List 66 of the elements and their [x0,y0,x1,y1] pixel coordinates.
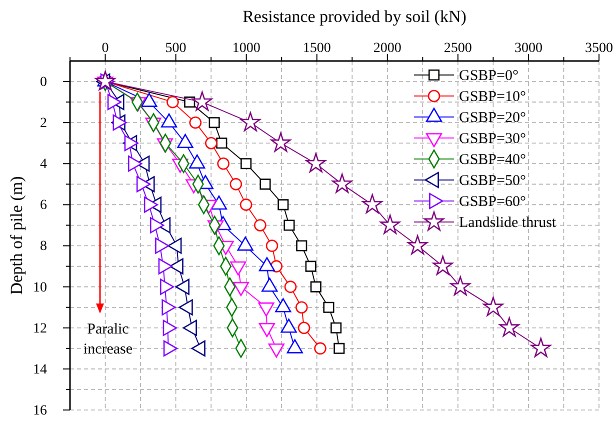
point [216,138,228,149]
point [314,342,326,355]
y-tick-label: 2 [40,116,47,132]
point [240,112,260,132]
point [432,256,453,275]
point [380,214,400,234]
legend-label: Landslide thrust [459,215,557,231]
y-tick-label: 10 [33,280,47,296]
point [499,317,520,337]
point [305,260,316,272]
point [330,322,342,334]
point [306,153,326,172]
point [295,301,308,314]
point [332,174,352,193]
point [95,70,116,90]
point [310,281,322,292]
point [240,198,252,211]
point [483,296,504,316]
legend-label: GSBP=30° [459,131,526,147]
x-tick-label: 1500 [302,41,331,56]
point [408,235,428,254]
point [334,342,345,354]
y-tick-label: 4 [40,157,47,172]
x-tick-label: 1000 [232,41,260,56]
x-axis-title: Resistance provided by soil (kN) [242,7,466,26]
point [166,96,179,108]
legend-label: GSBP=20° [459,110,526,126]
x-tick-label: 3500 [585,41,613,56]
x-tick-label: 0 [102,41,109,56]
point [278,199,289,210]
point [208,117,220,128]
point [217,158,230,170]
point [450,276,470,296]
point [284,280,297,293]
point [230,178,242,190]
point [530,338,551,358]
point [323,302,334,313]
legend-label: GSBP=10° [459,89,526,105]
x-tick-label: 3000 [514,41,542,56]
y-tick-label: 12 [33,321,47,336]
legend-label: GSBP=0° [459,68,518,84]
x-tick-label: 500 [165,41,186,56]
y-tick-label: 8 [40,239,47,254]
legend-label: GSBP=50° [459,173,526,189]
x-tick-label: 2500 [444,41,472,56]
point [192,92,212,111]
y-tick-label: 16 [33,403,47,418]
point [254,219,266,232]
y-axis-title: Depth of pile (m) [7,176,26,295]
point [298,322,310,334]
point [260,178,271,190]
x-tick-label: 2000 [373,41,402,56]
y-tick-label: 0 [40,75,47,90]
point [284,220,295,231]
point [189,116,202,129]
point [270,132,291,152]
annotation: Paralic increase [83,322,133,358]
y-tick-label: 14 [33,362,47,378]
legend-label: GSBP=60° [459,194,526,210]
point [266,240,278,252]
point [240,158,252,170]
y-tick-label: 6 [40,198,47,214]
legend-label: GSBP=40° [459,152,526,168]
point [205,136,218,150]
point [362,194,382,214]
point [296,240,308,252]
